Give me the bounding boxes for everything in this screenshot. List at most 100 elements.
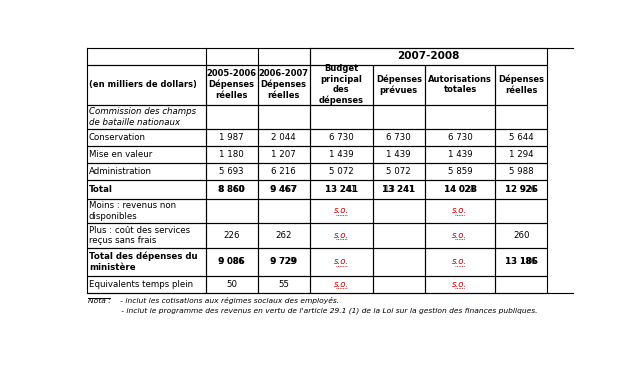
Text: 9 729: 9 729 xyxy=(271,257,296,266)
Bar xyxy=(373,129,425,146)
Text: 226: 226 xyxy=(223,231,240,240)
Bar xyxy=(87,129,206,146)
Text: 5 988: 5 988 xyxy=(509,167,534,176)
Bar xyxy=(206,180,258,199)
Bar xyxy=(495,146,547,163)
Text: 8 860: 8 860 xyxy=(219,185,244,194)
Text: 2006-2007
Dépenses
réelles: 2006-2007 Dépenses réelles xyxy=(258,69,309,100)
Bar xyxy=(87,199,206,223)
Text: s.o.: s.o. xyxy=(453,280,467,289)
Bar xyxy=(373,248,425,276)
Bar xyxy=(373,105,425,129)
Bar xyxy=(310,199,373,223)
Bar xyxy=(373,65,425,105)
Bar xyxy=(373,223,425,248)
Text: 6 216: 6 216 xyxy=(271,167,296,176)
Text: 9 086: 9 086 xyxy=(219,257,244,266)
Bar xyxy=(310,105,373,129)
Text: 262: 262 xyxy=(275,231,292,240)
Text: 9 086: 9 086 xyxy=(218,257,245,266)
Text: Dépenses
réelles: Dépenses réelles xyxy=(498,75,544,95)
Text: 13 186: 13 186 xyxy=(505,257,538,266)
Bar xyxy=(87,105,206,129)
Text: 9 467: 9 467 xyxy=(271,185,296,194)
Bar xyxy=(495,65,547,105)
Bar xyxy=(495,163,547,180)
Text: Mise en valeur: Mise en valeur xyxy=(89,150,152,159)
Bar xyxy=(258,223,310,248)
Text: Dépenses
prévues: Dépenses prévues xyxy=(376,74,422,95)
Bar xyxy=(495,180,547,199)
Bar xyxy=(310,48,547,65)
Text: 13 186: 13 186 xyxy=(506,257,536,266)
Text: 1 180: 1 180 xyxy=(219,150,244,159)
Text: Total des dépenses du
ministère: Total des dépenses du ministère xyxy=(89,252,197,272)
Text: s.o.: s.o. xyxy=(334,206,349,215)
Bar xyxy=(310,65,373,105)
Text: 1 439: 1 439 xyxy=(386,150,411,159)
Text: Equivalents temps plein: Equivalents temps plein xyxy=(89,280,193,289)
Bar xyxy=(425,146,495,163)
Bar xyxy=(258,105,310,129)
Text: Nota :    - inclut les cotisations aux régimes sociaux des employés.: Nota : - inclut les cotisations aux régi… xyxy=(88,297,340,304)
Text: Administration: Administration xyxy=(89,167,152,176)
Bar xyxy=(373,276,425,292)
Text: 1 439: 1 439 xyxy=(448,150,473,159)
Text: 2005-2006
Dépenses
réelles: 2005-2006 Dépenses réelles xyxy=(206,69,257,100)
Bar xyxy=(425,199,495,223)
Text: 50: 50 xyxy=(226,280,237,289)
Text: 9 729: 9 729 xyxy=(270,257,297,266)
Bar xyxy=(425,105,495,129)
Text: 6 730: 6 730 xyxy=(386,133,411,142)
Bar xyxy=(373,180,425,199)
Text: 8 860: 8 860 xyxy=(218,185,245,194)
Bar xyxy=(258,248,310,276)
Bar xyxy=(87,180,206,199)
Bar xyxy=(87,163,206,180)
Text: 1 294: 1 294 xyxy=(509,150,534,159)
Text: Total: Total xyxy=(89,185,113,194)
Bar xyxy=(258,163,310,180)
Text: - inclut le programme des revenus en vertu de l'article 29.1 (1) de la Loi sur l: - inclut le programme des revenus en ver… xyxy=(88,307,538,314)
Bar xyxy=(87,248,206,276)
Text: 6 730: 6 730 xyxy=(329,133,354,142)
Text: 5 644: 5 644 xyxy=(509,133,534,142)
Bar xyxy=(258,199,310,223)
Bar xyxy=(206,163,258,180)
Text: 5 072: 5 072 xyxy=(329,167,354,176)
Bar xyxy=(258,146,310,163)
Text: 1 987: 1 987 xyxy=(219,133,244,142)
Text: Conservation: Conservation xyxy=(89,133,146,142)
Bar xyxy=(310,248,373,276)
Bar xyxy=(87,223,206,248)
Bar xyxy=(206,223,258,248)
Bar xyxy=(495,129,547,146)
Bar xyxy=(425,129,495,146)
Bar xyxy=(310,146,373,163)
Bar xyxy=(206,65,258,105)
Text: Commission des champs
de bataille nationaux: Commission des champs de bataille nation… xyxy=(89,107,196,127)
Text: 13 241: 13 241 xyxy=(326,185,356,194)
Text: Plus : coût des services
reçus sans frais: Plus : coût des services reçus sans frai… xyxy=(89,226,190,245)
Bar xyxy=(495,105,547,129)
Bar xyxy=(373,163,425,180)
Bar xyxy=(206,129,258,146)
Bar xyxy=(310,276,373,292)
Text: Autorisations
totales: Autorisations totales xyxy=(428,75,492,94)
Bar xyxy=(258,180,310,199)
Bar xyxy=(495,223,547,248)
Text: 9 467: 9 467 xyxy=(270,185,297,194)
Bar xyxy=(310,163,373,180)
Text: 55: 55 xyxy=(278,280,289,289)
Bar xyxy=(425,223,495,248)
Text: 13 241: 13 241 xyxy=(384,185,414,194)
Bar xyxy=(425,276,495,292)
Bar xyxy=(206,248,258,276)
Bar xyxy=(425,180,495,199)
Bar xyxy=(425,248,495,276)
Text: 1 207: 1 207 xyxy=(271,150,296,159)
Bar xyxy=(310,180,373,199)
Text: s.o.: s.o. xyxy=(334,257,349,266)
Text: s.o.: s.o. xyxy=(453,257,467,266)
Text: (en milliers de dollars): (en milliers de dollars) xyxy=(89,80,197,89)
